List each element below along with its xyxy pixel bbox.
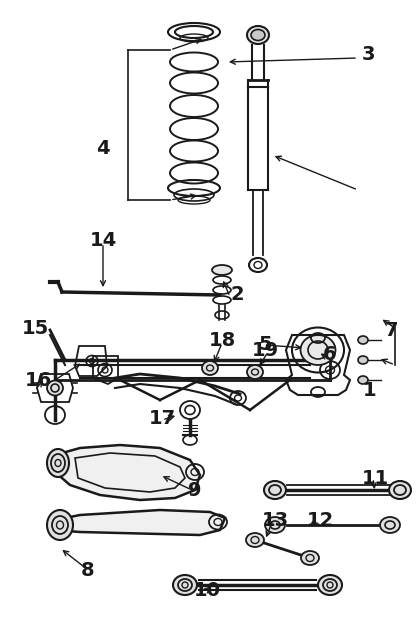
Polygon shape xyxy=(55,510,225,535)
Text: 16: 16 xyxy=(25,370,52,390)
Text: 6: 6 xyxy=(323,345,337,365)
Ellipse shape xyxy=(247,26,269,44)
Text: 11: 11 xyxy=(362,469,389,488)
Ellipse shape xyxy=(251,29,265,40)
Ellipse shape xyxy=(265,517,285,533)
Text: 7: 7 xyxy=(385,320,399,340)
Ellipse shape xyxy=(358,336,368,344)
Ellipse shape xyxy=(47,449,69,477)
Ellipse shape xyxy=(389,481,411,499)
Ellipse shape xyxy=(47,510,73,540)
Ellipse shape xyxy=(358,376,368,384)
Ellipse shape xyxy=(300,335,335,365)
Text: 1: 1 xyxy=(363,381,377,399)
Text: 2: 2 xyxy=(230,285,244,304)
Text: 3: 3 xyxy=(361,46,375,65)
Text: 15: 15 xyxy=(21,319,49,338)
Text: 18: 18 xyxy=(208,331,235,349)
Ellipse shape xyxy=(246,533,264,547)
Text: 4: 4 xyxy=(96,138,110,158)
Text: 9: 9 xyxy=(188,481,202,499)
Text: 10: 10 xyxy=(193,581,220,599)
Ellipse shape xyxy=(247,365,263,379)
Ellipse shape xyxy=(380,517,400,533)
Text: 12: 12 xyxy=(306,510,334,529)
Text: 17: 17 xyxy=(149,408,176,428)
Polygon shape xyxy=(55,445,200,500)
Ellipse shape xyxy=(173,575,197,595)
Ellipse shape xyxy=(318,575,342,595)
Ellipse shape xyxy=(212,265,232,275)
Ellipse shape xyxy=(47,381,63,395)
Ellipse shape xyxy=(358,356,368,364)
Text: 19: 19 xyxy=(251,340,279,360)
Text: 8: 8 xyxy=(81,560,95,579)
Text: 14: 14 xyxy=(89,231,116,249)
Ellipse shape xyxy=(301,551,319,565)
Ellipse shape xyxy=(202,361,218,375)
Text: 13: 13 xyxy=(261,510,289,529)
Text: 5: 5 xyxy=(258,335,272,354)
Ellipse shape xyxy=(264,481,286,499)
